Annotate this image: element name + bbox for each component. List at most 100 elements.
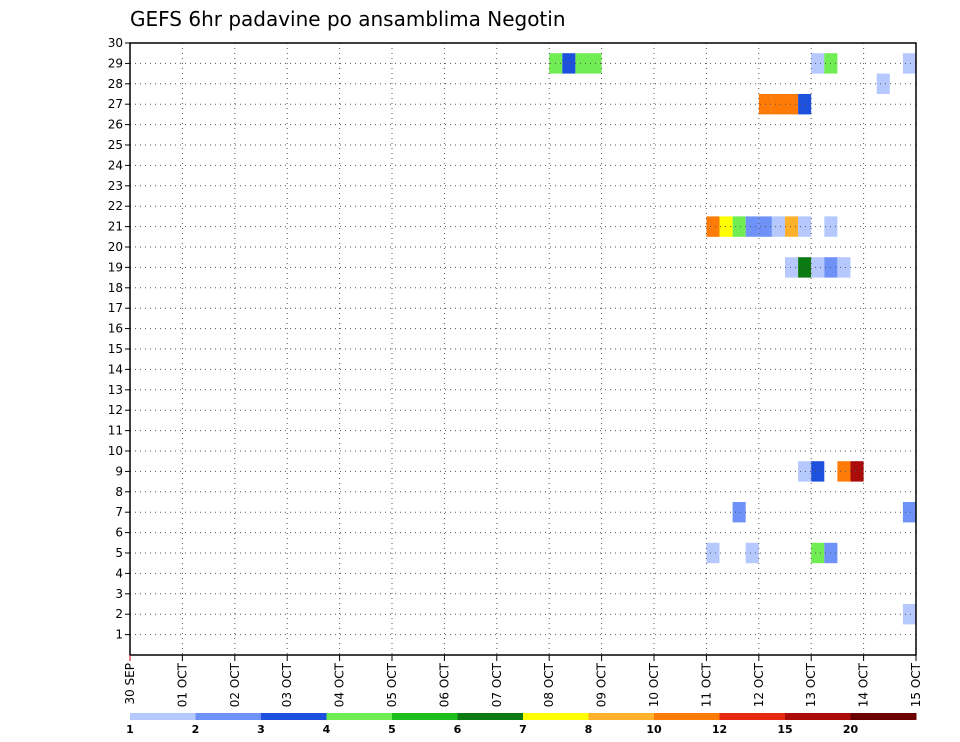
data-cell [902, 53, 916, 74]
y-tick-label: 3 [115, 587, 123, 601]
y-tick-label: 27 [108, 97, 123, 111]
colorbar-label: 3 [257, 723, 265, 736]
y-tick-label: 26 [108, 118, 123, 132]
data-cell [902, 502, 916, 523]
data-cell [562, 53, 576, 74]
x-tick-label: 14 OCT [857, 662, 871, 707]
colorbar-label: 2 [192, 723, 200, 736]
y-tick-label: 25 [108, 138, 123, 152]
x-tick-label: 01 OCT [175, 662, 189, 707]
colorbar-swatch [130, 713, 196, 720]
data-cell [811, 542, 825, 564]
y-tick-label: 5 [115, 546, 123, 560]
x-tick-label: 07 OCT [490, 662, 504, 707]
y-tick-label: 30 [108, 36, 123, 50]
x-tick-label: 02 OCT [228, 662, 242, 707]
x-tick-label: 30 SEP [123, 663, 137, 705]
colorbar-swatch [523, 713, 589, 720]
data-cell [785, 257, 799, 278]
colorbar-label: 15 [777, 723, 792, 736]
data-cell [811, 257, 825, 278]
y-tick-label: 20 [108, 240, 123, 254]
colorbar-swatch [457, 713, 524, 720]
data-cell [798, 216, 812, 237]
y-tick-label: 21 [108, 220, 123, 234]
y-tick-label: 14 [108, 362, 123, 376]
axes: 1234567891011121314151617181920212223242… [108, 36, 923, 707]
colorbar: 1 2 3 4 5 6 7 8 10 12 15 20 [126, 713, 917, 736]
data-cell [771, 216, 785, 237]
x-tick-label: 12 OCT [752, 662, 766, 707]
data-cell [732, 502, 746, 523]
data-cell [837, 257, 851, 278]
grid-lines [130, 42, 917, 655]
data-cell [745, 542, 759, 564]
data-cell [798, 94, 812, 115]
x-tick-label: 06 OCT [437, 662, 451, 707]
colorbar-swatch [719, 713, 786, 720]
y-tick-label: 19 [108, 260, 123, 274]
y-tick-label: 23 [108, 179, 123, 193]
x-tick-label: 04 OCT [333, 662, 347, 707]
y-tick-label: 4 [115, 566, 123, 580]
colorbar-swatch [326, 713, 393, 720]
x-tick-label: 09 OCT [595, 662, 609, 707]
data-cell [837, 461, 851, 482]
data-cell [745, 216, 759, 237]
x-tick-label: 11 OCT [699, 662, 713, 707]
colorbar-label: 20 [843, 723, 859, 736]
data-cell [811, 53, 825, 74]
colorbar-label: 8 [585, 723, 593, 736]
colorbar-label: 10 [646, 723, 662, 736]
data-cell [732, 216, 746, 237]
data-cell [902, 604, 916, 625]
colorbar-label: 6 [454, 723, 462, 736]
data-cell [771, 94, 785, 115]
y-tick-label: 2 [115, 607, 123, 621]
y-tick-label: 28 [108, 77, 123, 91]
data-cell [785, 94, 799, 115]
data-cell [785, 216, 799, 237]
data-cell [706, 216, 720, 237]
data-cell [798, 257, 812, 278]
colorbar-swatch [785, 713, 851, 720]
data-cell [876, 73, 890, 94]
x-tick-label: 08 OCT [542, 662, 556, 707]
y-tick-label: 11 [108, 424, 123, 438]
colorbar-swatch [392, 713, 458, 720]
y-tick-label: 24 [108, 158, 123, 172]
data-cell [719, 216, 733, 237]
y-tick-label: 9 [115, 464, 123, 478]
data-cell [575, 53, 589, 74]
data-cell [811, 461, 825, 482]
y-tick-label: 29 [108, 56, 123, 70]
data-cell [850, 461, 864, 482]
y-tick-label: 12 [108, 403, 123, 417]
colorbar-label: 7 [519, 723, 527, 736]
y-tick-label: 8 [115, 485, 123, 499]
colorbar-swatch [588, 713, 655, 720]
colorbar-label: 5 [388, 723, 396, 736]
x-tick-label: 05 OCT [385, 662, 399, 707]
y-tick-label: 13 [108, 383, 123, 397]
y-tick-label: 10 [108, 444, 123, 458]
y-tick-label: 7 [115, 505, 123, 519]
colorbar-label: 1 [126, 723, 134, 736]
colorbar-label: 12 [712, 723, 727, 736]
data-cells [549, 53, 916, 625]
plot-frame [129, 42, 917, 656]
y-tick-label: 17 [108, 301, 123, 315]
y-tick-label: 6 [115, 526, 123, 540]
x-tick-label: 13 OCT [804, 662, 818, 707]
x-tick-label: 10 OCT [647, 662, 661, 707]
data-cell [798, 461, 812, 482]
colorbar-swatch [850, 713, 917, 720]
chart-title: GEFS 6hr padavine po ansamblima Negotin [130, 7, 566, 31]
x-tick-label: 03 OCT [280, 662, 294, 707]
y-tick-label: 22 [108, 199, 123, 213]
data-cell [706, 542, 720, 564]
colorbar-swatch [654, 713, 720, 720]
colorbar-swatch [195, 713, 262, 720]
y-tick-label: 18 [108, 281, 123, 295]
